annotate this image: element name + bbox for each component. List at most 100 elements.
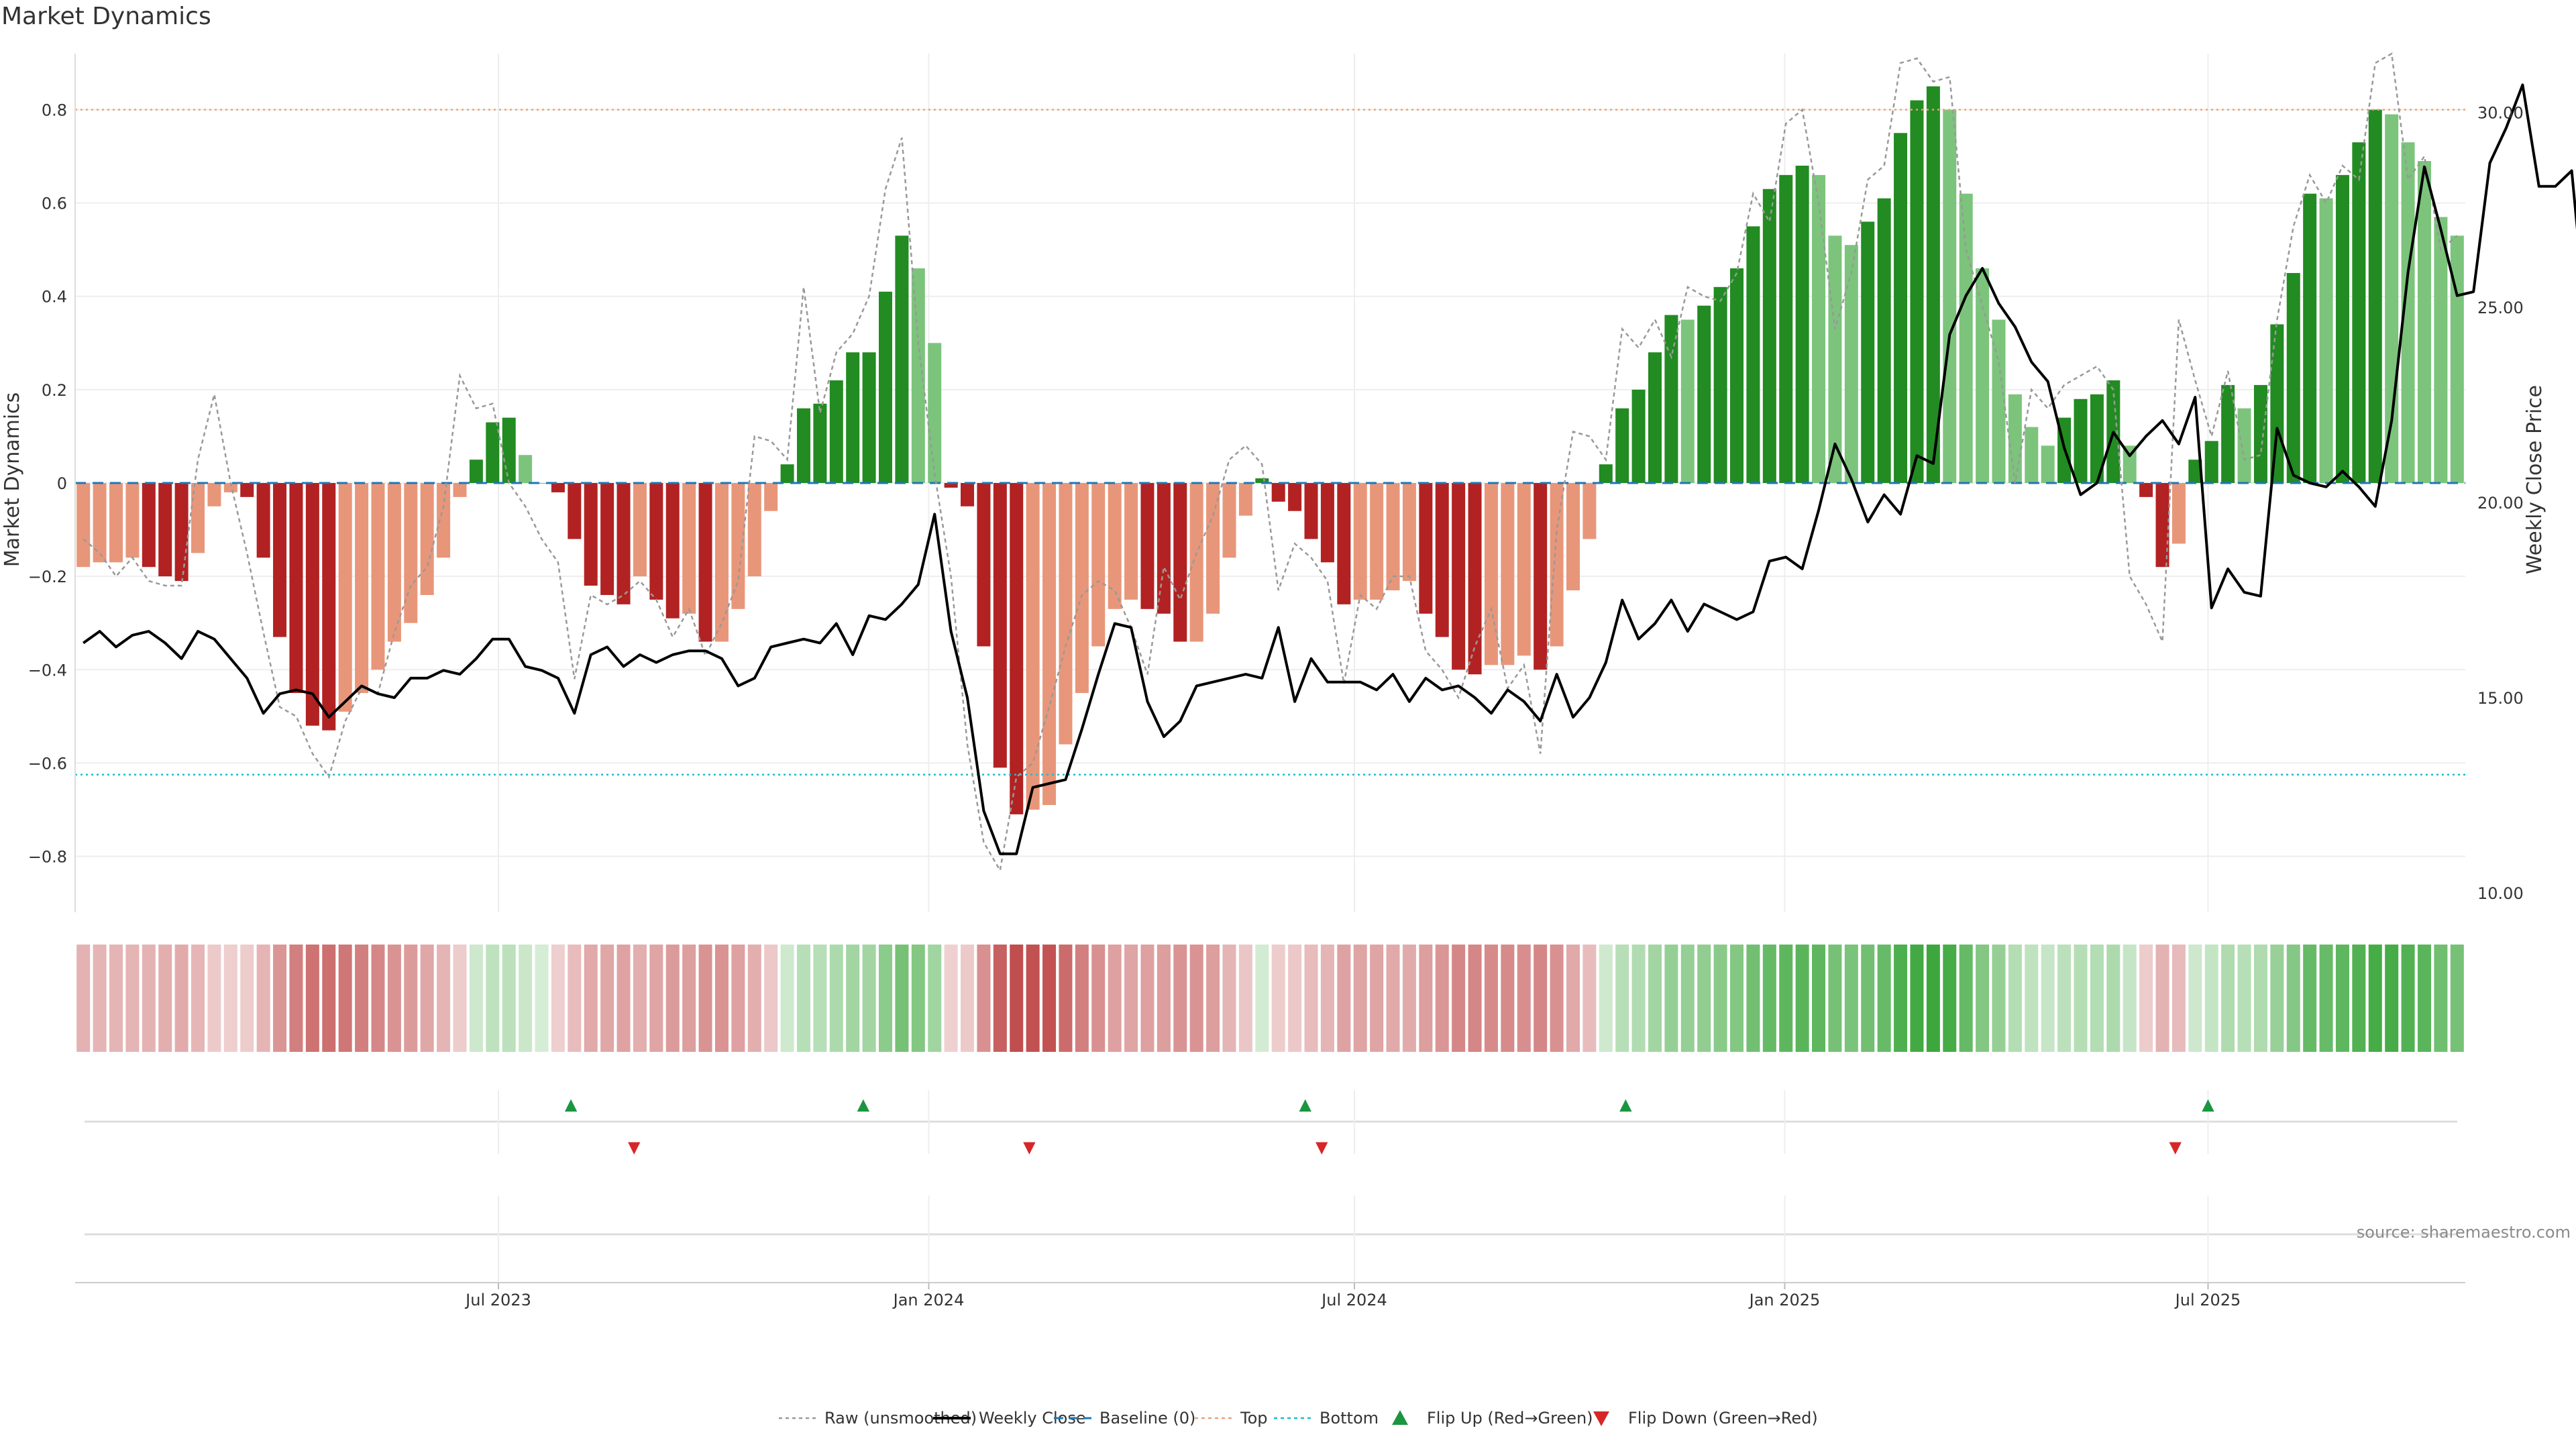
- bar: [1075, 483, 1089, 694]
- bar: [829, 380, 843, 483]
- heat-cell: [1746, 945, 1760, 1052]
- bar: [2368, 109, 2382, 483]
- legend-item: Top: [1195, 1409, 1268, 1428]
- bar: [2270, 324, 2284, 483]
- bar: [2335, 174, 2349, 483]
- heat-cell: [1026, 945, 1040, 1052]
- heat-cell: [977, 945, 991, 1052]
- heat-cell: [1877, 945, 1891, 1052]
- y-tick-left: −0.8: [28, 848, 67, 867]
- heat-cell: [1419, 945, 1433, 1052]
- heat-cell: [714, 945, 729, 1052]
- bar: [813, 403, 827, 483]
- bar: [2204, 441, 2218, 483]
- bar: [600, 483, 614, 595]
- bar: [1517, 483, 1531, 656]
- legend-label: Top: [1240, 1409, 1268, 1428]
- bar: [1501, 483, 1515, 665]
- bar: [404, 483, 418, 623]
- heat-cell: [1648, 945, 1662, 1052]
- heat-cell: [191, 945, 205, 1052]
- legend-label: Baseline (0): [1099, 1409, 1195, 1428]
- heat-cell: [1762, 945, 1776, 1052]
- heat-cell: [469, 945, 483, 1052]
- bar: [1157, 483, 1171, 614]
- x-tick-label: Jan 2024: [892, 1291, 965, 1309]
- heat-cell: [2319, 945, 2333, 1052]
- heat-cell: [2303, 945, 2317, 1052]
- heat-cell: [1075, 945, 1089, 1052]
- bar: [1697, 305, 1711, 483]
- bar: [1255, 478, 1269, 483]
- heat-cell: [616, 945, 631, 1052]
- heat-cell: [2368, 945, 2382, 1052]
- heat-strip: [76, 945, 2464, 1052]
- heat-cell: [1320, 945, 1334, 1052]
- bar: [2303, 193, 2317, 483]
- bar: [1042, 483, 1057, 805]
- heat-cell: [93, 945, 107, 1052]
- bar: [1730, 268, 1744, 483]
- bar: [1091, 483, 1106, 647]
- y-tick-right: 20.00: [2477, 494, 2524, 513]
- bar: [486, 422, 500, 483]
- heat-cell: [780, 945, 794, 1052]
- bar: [584, 483, 598, 586]
- bar: [2171, 483, 2186, 544]
- bar: [1386, 483, 1400, 590]
- heat-cell: [1631, 945, 1646, 1052]
- heat-cell: [862, 945, 876, 1052]
- bar: [1877, 198, 1891, 483]
- bar: [944, 483, 958, 488]
- heat-cell: [846, 945, 860, 1052]
- bar: [2155, 483, 2169, 568]
- heat-cell: [1108, 945, 1122, 1052]
- heat-cell: [387, 945, 401, 1052]
- bar: [1353, 483, 1367, 600]
- heat-cell: [2008, 945, 2022, 1052]
- heat-cell: [1189, 945, 1203, 1052]
- y-tick-left: 0.6: [42, 195, 67, 213]
- bar: [1795, 165, 1809, 483]
- heat-cell: [2188, 945, 2202, 1052]
- heat-cell: [1713, 945, 1727, 1052]
- bar: [714, 483, 729, 642]
- heat-cell: [1402, 945, 1416, 1052]
- heat-cell: [256, 945, 270, 1052]
- heat-cell: [1730, 945, 1744, 1052]
- heat-cell: [551, 945, 565, 1052]
- heat-cell: [1484, 945, 1498, 1052]
- heat-cell: [747, 945, 761, 1052]
- bar: [764, 483, 778, 511]
- flip-down-marker: ▼: [2169, 1138, 2182, 1157]
- heat-cell: [1779, 945, 1793, 1052]
- bar: [2253, 384, 2267, 483]
- legend-item: Weekly Close: [933, 1409, 1086, 1428]
- heat-cell: [1517, 945, 1531, 1052]
- heat-cell: [2057, 945, 2072, 1052]
- bar: [1189, 483, 1203, 642]
- lines-layer: [75, 52, 2576, 873]
- heat-cell: [2171, 945, 2186, 1052]
- bar: [469, 460, 483, 483]
- heat-cell: [305, 945, 319, 1052]
- bar: [616, 483, 631, 604]
- bar: [698, 483, 712, 642]
- bar: [1173, 483, 1187, 642]
- bar: [1664, 315, 1678, 483]
- legend-label: Bottom: [1320, 1409, 1379, 1428]
- heat-cell: [1959, 945, 1973, 1052]
- bar: [387, 483, 401, 642]
- bar: [1566, 483, 1580, 590]
- bar: [371, 483, 385, 670]
- bar: [273, 483, 287, 637]
- bar: [993, 483, 1007, 768]
- bar: [1861, 221, 1875, 483]
- bar: [322, 483, 336, 731]
- heat-cell: [223, 945, 237, 1052]
- heat-cell: [1910, 945, 1924, 1052]
- heat-cell: [829, 945, 843, 1052]
- bar: [1680, 319, 1695, 483]
- bar: [731, 483, 745, 609]
- heat-cell: [568, 945, 582, 1052]
